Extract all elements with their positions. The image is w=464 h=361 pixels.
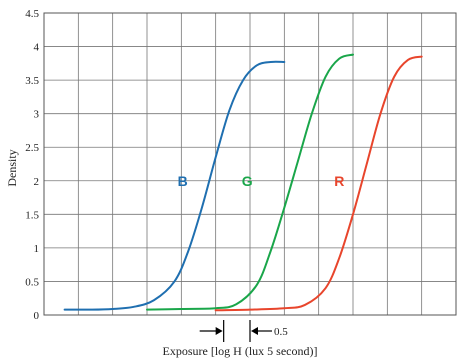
y-tick-label-3: 1.5	[25, 209, 39, 221]
y-tick-label-8: 4	[34, 42, 40, 54]
annotation-text: 0.5	[274, 326, 288, 338]
plot-frame	[43, 12, 457, 316]
y-tick-label-2: 1	[34, 243, 40, 255]
y-tick-label-7: 3.5	[25, 75, 39, 87]
interval-annotation: 0.5	[199, 320, 288, 342]
series-line-R	[214, 55, 423, 312]
series-label-B: B	[178, 173, 188, 189]
series-label-G: G	[242, 173, 253, 189]
y-tick-label-4: 2	[34, 176, 40, 188]
annotation-right-arrowhead	[251, 327, 258, 335]
grid	[43, 12, 457, 316]
y-tick-label-6: 3	[34, 109, 40, 121]
y-tick-label-0: 0	[34, 310, 40, 322]
y-tick-label-5: 2.5	[25, 142, 39, 154]
series-line-B	[63, 60, 286, 311]
x-axis-label: Exposure [log H (lux 5 second)]	[163, 344, 318, 358]
y-axis-ticks: 0 0.5 1 1.5 2 2.5 3 3.5 4 4.5	[25, 8, 39, 322]
series-line-G	[146, 53, 354, 311]
y-axis-label: Density	[5, 149, 19, 186]
y-tick-label-1: 0.5	[25, 276, 39, 288]
y-tick-label-9: 4.5	[25, 8, 39, 20]
series-lines	[63, 53, 423, 312]
series-label-R: R	[334, 173, 344, 189]
annotation-left-arrowhead	[215, 327, 223, 335]
